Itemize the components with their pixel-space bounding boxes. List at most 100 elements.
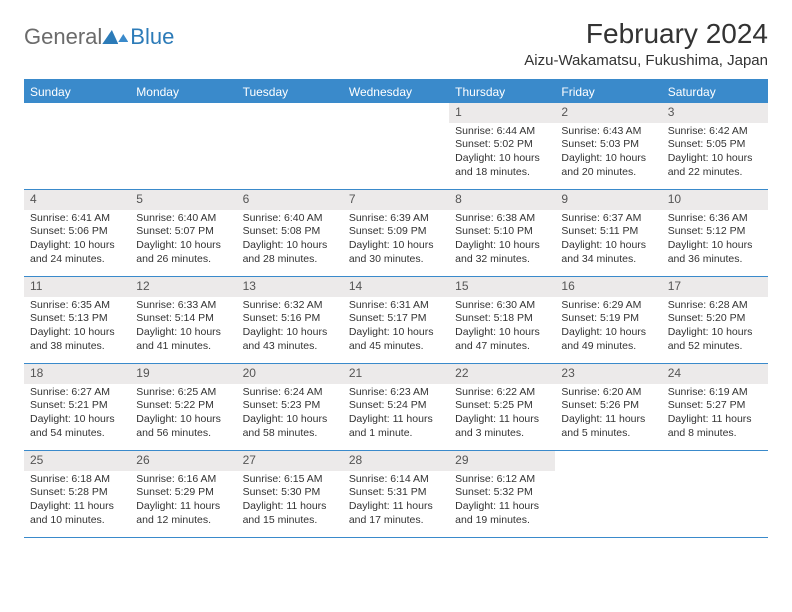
daylight-text-2: and 41 minutes. — [136, 340, 230, 354]
week-row: 25Sunrise: 6:18 AMSunset: 5:28 PMDayligh… — [24, 451, 768, 538]
sunrise-text: Sunrise: 6:23 AM — [349, 386, 443, 400]
day-cell: 9Sunrise: 6:37 AMSunset: 5:11 PMDaylight… — [555, 190, 661, 276]
day-cell: 27Sunrise: 6:15 AMSunset: 5:30 PMDayligh… — [237, 451, 343, 537]
daylight-text-2: and 12 minutes. — [136, 514, 230, 528]
weeks-container: 1Sunrise: 6:44 AMSunset: 5:02 PMDaylight… — [24, 103, 768, 538]
daylight-text-1: Daylight: 10 hours — [243, 239, 337, 253]
day-cell: 25Sunrise: 6:18 AMSunset: 5:28 PMDayligh… — [24, 451, 130, 537]
sunset-text: Sunset: 5:26 PM — [561, 399, 655, 413]
day-number: 4 — [24, 190, 130, 210]
day-cell: 29Sunrise: 6:12 AMSunset: 5:32 PMDayligh… — [449, 451, 555, 537]
day-number: 21 — [343, 364, 449, 384]
daylight-text-1: Daylight: 10 hours — [561, 152, 655, 166]
daylight-text-1: Daylight: 11 hours — [136, 500, 230, 514]
sunset-text: Sunset: 5:11 PM — [561, 225, 655, 239]
daylight-text-1: Daylight: 11 hours — [349, 500, 443, 514]
sunset-text: Sunset: 5:13 PM — [30, 312, 124, 326]
day-body: Sunrise: 6:40 AMSunset: 5:08 PMDaylight:… — [237, 210, 343, 271]
daylight-text-1: Daylight: 11 hours — [349, 413, 443, 427]
sunset-text: Sunset: 5:19 PM — [561, 312, 655, 326]
week-row: 4Sunrise: 6:41 AMSunset: 5:06 PMDaylight… — [24, 190, 768, 277]
sunrise-text: Sunrise: 6:24 AM — [243, 386, 337, 400]
day-cell: 21Sunrise: 6:23 AMSunset: 5:24 PMDayligh… — [343, 364, 449, 450]
daylight-text-2: and 52 minutes. — [668, 340, 762, 354]
daylight-text-2: and 28 minutes. — [243, 253, 337, 267]
day-body: Sunrise: 6:27 AMSunset: 5:21 PMDaylight:… — [24, 384, 130, 445]
sunset-text: Sunset: 5:09 PM — [349, 225, 443, 239]
sunset-text: Sunset: 5:20 PM — [668, 312, 762, 326]
sunrise-text: Sunrise: 6:20 AM — [561, 386, 655, 400]
day-cell: 13Sunrise: 6:32 AMSunset: 5:16 PMDayligh… — [237, 277, 343, 363]
day-cell — [555, 451, 661, 537]
sunset-text: Sunset: 5:30 PM — [243, 486, 337, 500]
calendar-grid: SundayMondayTuesdayWednesdayThursdayFrid… — [24, 79, 768, 538]
day-number: 22 — [449, 364, 555, 384]
day-number: 13 — [237, 277, 343, 297]
daylight-text-1: Daylight: 11 hours — [668, 413, 762, 427]
day-cell: 18Sunrise: 6:27 AMSunset: 5:21 PMDayligh… — [24, 364, 130, 450]
daylight-text-2: and 54 minutes. — [30, 427, 124, 441]
sunrise-text: Sunrise: 6:32 AM — [243, 299, 337, 313]
daylight-text-1: Daylight: 10 hours — [668, 326, 762, 340]
day-cell: 15Sunrise: 6:30 AMSunset: 5:18 PMDayligh… — [449, 277, 555, 363]
day-body: Sunrise: 6:30 AMSunset: 5:18 PMDaylight:… — [449, 297, 555, 358]
day-cell: 23 Sunrise: 6:20 AMSunset: 5:26 PMDayligh… — [555, 364, 661, 450]
day-body: Sunrise: 6:35 AMSunset: 5:13 PMDaylight:… — [24, 297, 130, 358]
month-title: February 2024 — [524, 18, 768, 50]
day-body: Sunrise: 6:41 AMSunset: 5:06 PMDaylight:… — [24, 210, 130, 271]
day-number: 6 — [237, 190, 343, 210]
day-cell — [130, 103, 236, 189]
day-body: Sunrise: 6:19 AMSunset: 5:27 PMDaylight:… — [662, 384, 768, 445]
day-number: 8 — [449, 190, 555, 210]
sunrise-text: Sunrise: 6:39 AM — [349, 212, 443, 226]
weekday-header: Saturday — [662, 81, 768, 103]
daylight-text-2: and 19 minutes. — [455, 514, 549, 528]
day-body: Sunrise: 6:43 AMSunset: 5:03 PMDaylight:… — [555, 123, 661, 184]
day-body: Sunrise: 6:18 AMSunset: 5:28 PMDaylight:… — [24, 471, 130, 532]
day-cell: 1Sunrise: 6:44 AMSunset: 5:02 PMDaylight… — [449, 103, 555, 189]
day-body: Sunrise: 6:14 AMSunset: 5:31 PMDaylight:… — [343, 471, 449, 532]
day-number: 16 — [555, 277, 661, 297]
daylight-text-1: Daylight: 10 hours — [349, 326, 443, 340]
day-body: Sunrise: 6:33 AMSunset: 5:14 PMDaylight:… — [130, 297, 236, 358]
weekday-header: Sunday — [24, 81, 130, 103]
day-number: 3 — [662, 103, 768, 123]
day-body: Sunrise: 6:15 AMSunset: 5:30 PMDaylight:… — [237, 471, 343, 532]
sunrise-text: Sunrise: 6:44 AM — [455, 125, 549, 139]
day-number: 27 — [237, 451, 343, 471]
sunset-text: Sunset: 5:29 PM — [136, 486, 230, 500]
day-body: Sunrise: 6:23 AMSunset: 5:24 PMDaylight:… — [343, 384, 449, 445]
daylight-text-2: and 20 minutes. — [561, 166, 655, 180]
day-cell — [662, 451, 768, 537]
daylight-text-1: Daylight: 10 hours — [455, 326, 549, 340]
daylight-text-1: Daylight: 10 hours — [136, 413, 230, 427]
sunrise-text: Sunrise: 6:37 AM — [561, 212, 655, 226]
logo: General Blue — [24, 18, 174, 50]
day-cell: 7Sunrise: 6:39 AMSunset: 5:09 PMDaylight… — [343, 190, 449, 276]
day-cell: 11Sunrise: 6:35 AMSunset: 5:13 PMDayligh… — [24, 277, 130, 363]
daylight-text-2: and 26 minutes. — [136, 253, 230, 267]
daylight-text-1: Daylight: 11 hours — [455, 500, 549, 514]
day-cell: 24Sunrise: 6:19 AMSunset: 5:27 PMDayligh… — [662, 364, 768, 450]
day-number: 5 — [130, 190, 236, 210]
day-cell: 17Sunrise: 6:28 AMSunset: 5:20 PMDayligh… — [662, 277, 768, 363]
sunrise-text: Sunrise: 6:35 AM — [30, 299, 124, 313]
day-number: 17 — [662, 277, 768, 297]
daylight-text-1: Daylight: 10 hours — [455, 152, 549, 166]
sunrise-text: Sunrise: 6:41 AM — [30, 212, 124, 226]
sunset-text: Sunset: 5:07 PM — [136, 225, 230, 239]
day-body: Sunrise: 6:25 AMSunset: 5:22 PMDaylight:… — [130, 384, 236, 445]
sunset-text: Sunset: 5:22 PM — [136, 399, 230, 413]
day-cell: 2Sunrise: 6:43 AMSunset: 5:03 PMDaylight… — [555, 103, 661, 189]
daylight-text-1: Daylight: 11 hours — [561, 413, 655, 427]
day-cell: 22Sunrise: 6:22 AMSunset: 5:25 PMDayligh… — [449, 364, 555, 450]
day-number: 23 — [555, 364, 661, 384]
day-number: 2 — [555, 103, 661, 123]
logo-triangle-small-icon — [118, 32, 128, 42]
daylight-text-1: Daylight: 10 hours — [561, 326, 655, 340]
day-cell: 20Sunrise: 6:24 AMSunset: 5:23 PMDayligh… — [237, 364, 343, 450]
weekday-header: Thursday — [449, 81, 555, 103]
sunset-text: Sunset: 5:28 PM — [30, 486, 124, 500]
day-body: Sunrise: 6:32 AMSunset: 5:16 PMDaylight:… — [237, 297, 343, 358]
logo-text-general: General — [24, 24, 102, 50]
